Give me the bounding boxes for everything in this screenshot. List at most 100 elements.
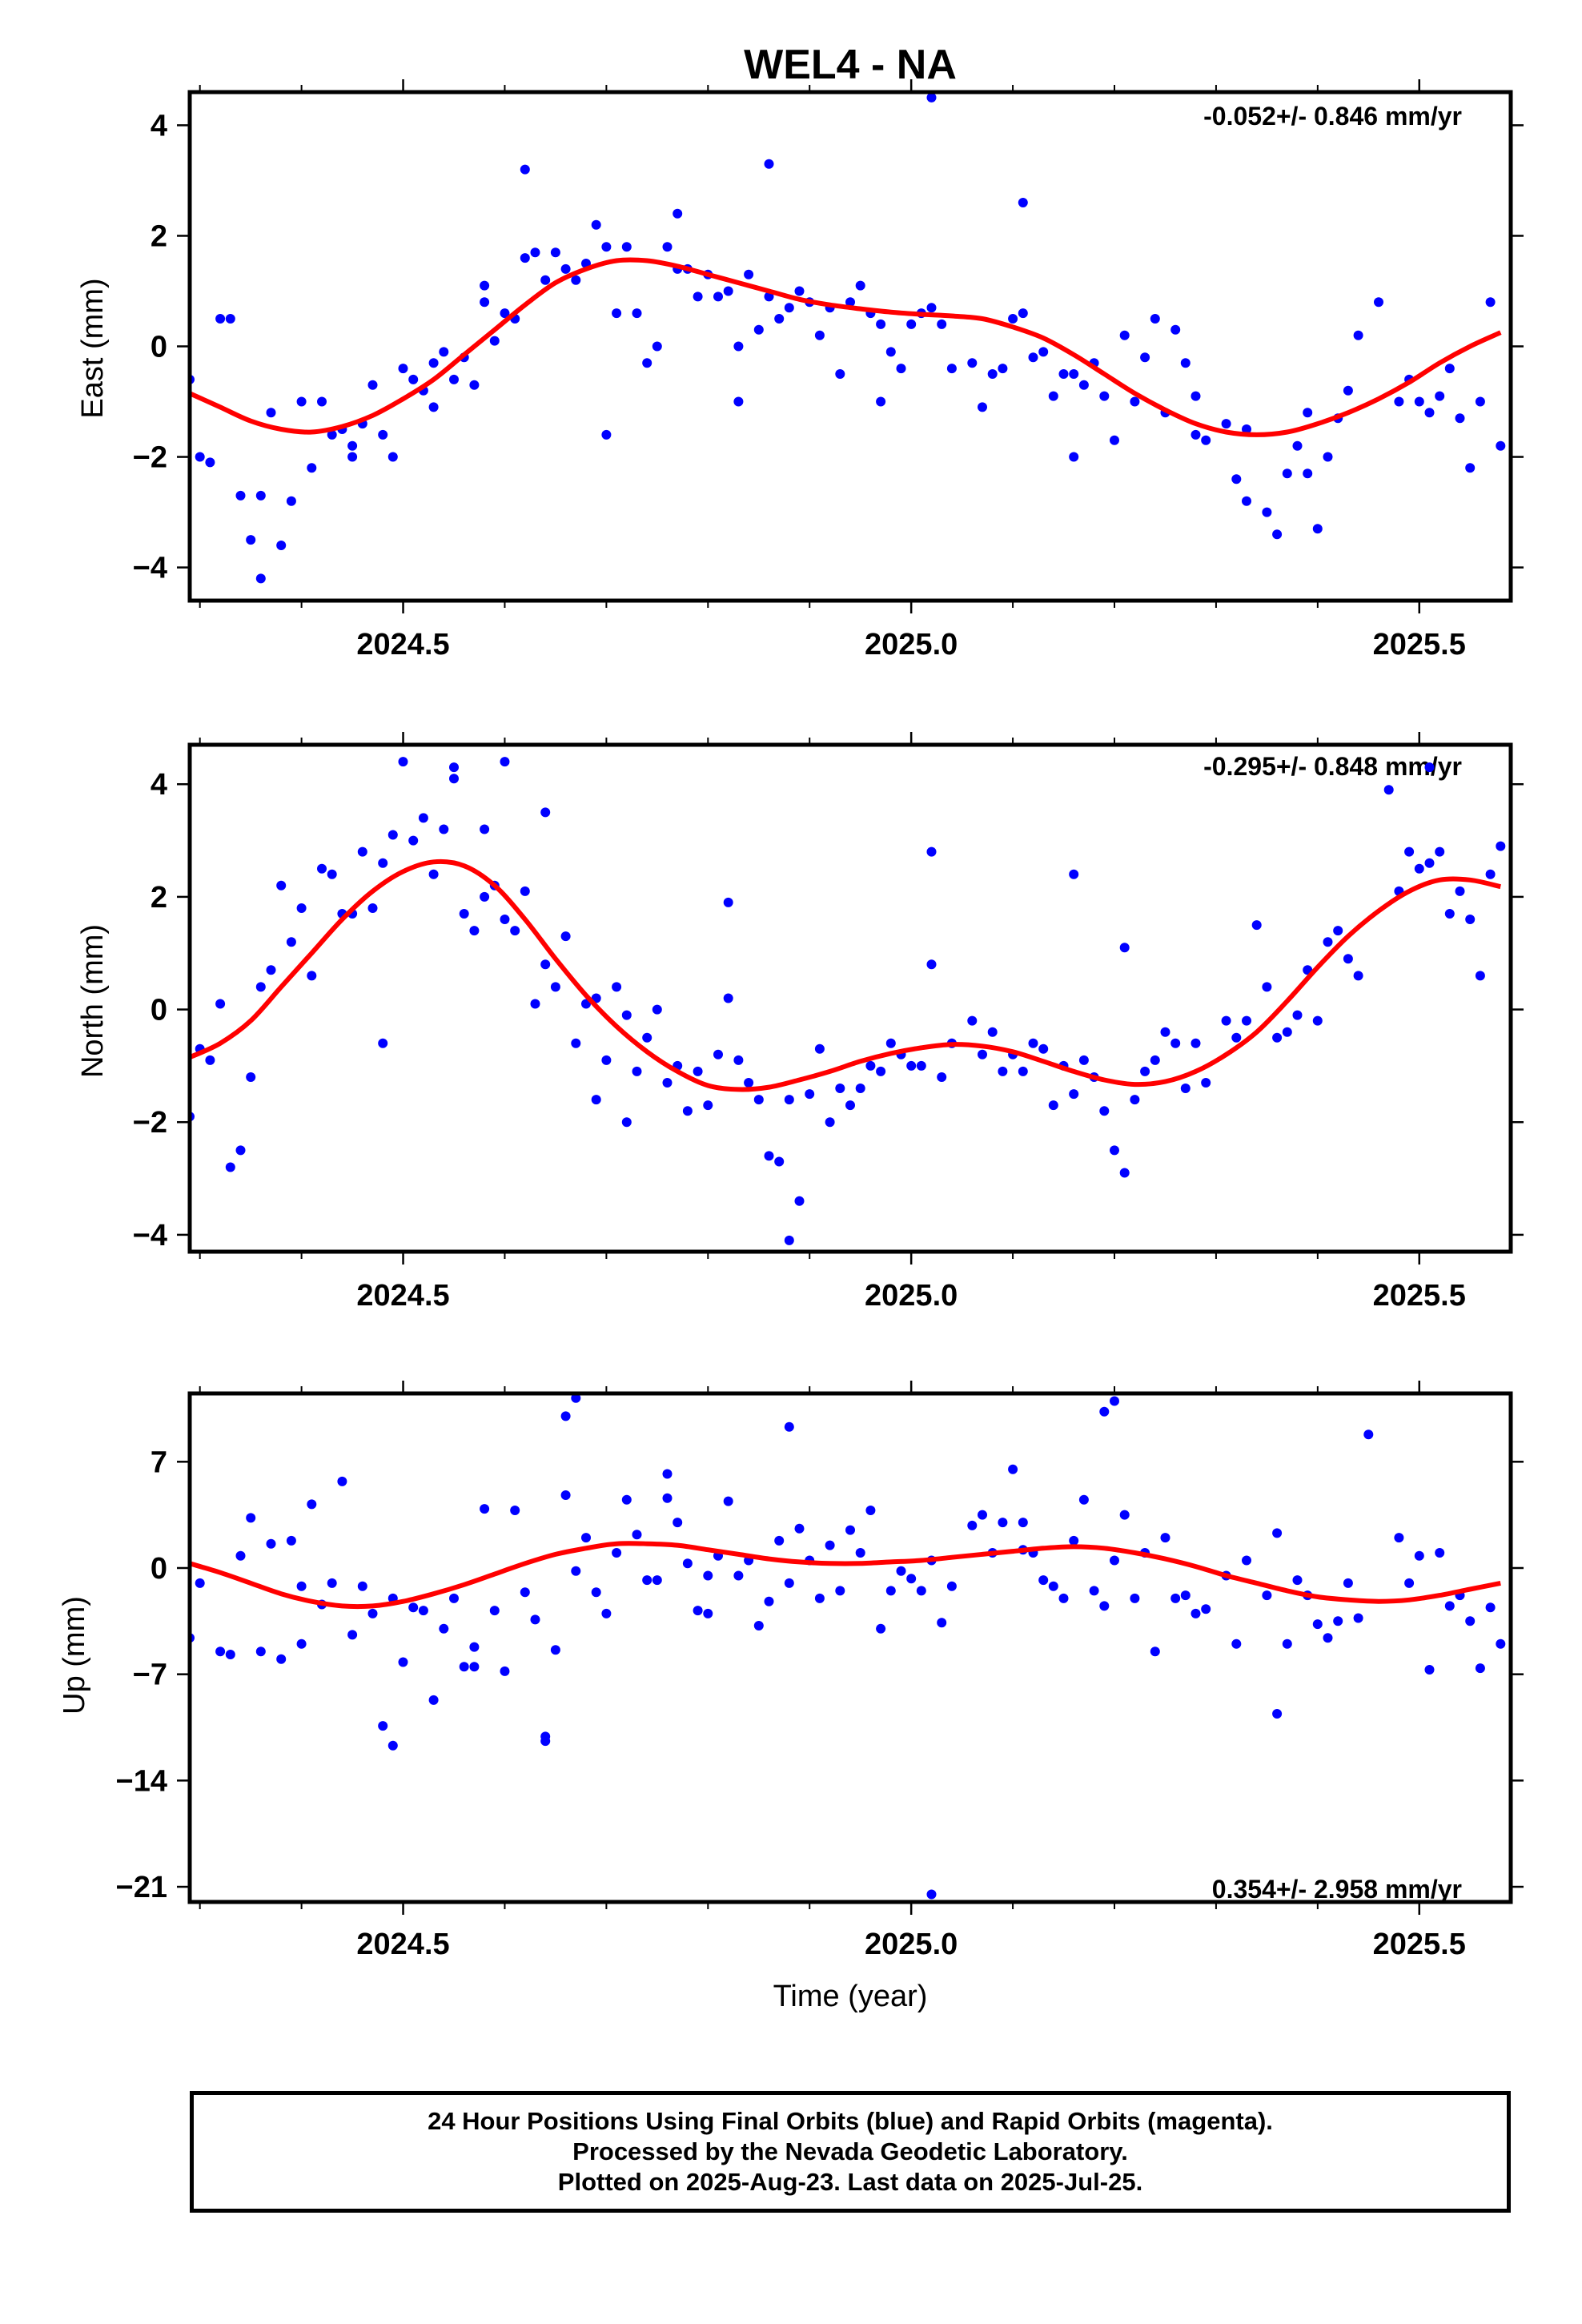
data-point: [266, 965, 276, 975]
data-point: [978, 1510, 987, 1520]
data-point: [601, 242, 612, 252]
data-point: [550, 1645, 560, 1655]
data-point: [642, 1032, 652, 1043]
data-point: [825, 1117, 835, 1128]
data-point: [967, 1520, 978, 1530]
y-tick-label: 0: [151, 994, 167, 1027]
data-point: [357, 846, 367, 857]
data-point: [1363, 1429, 1374, 1440]
data-point: [1485, 1602, 1496, 1613]
x-tick-label: 2025.0: [865, 628, 958, 661]
data-point: [926, 846, 937, 857]
data-point: [571, 275, 581, 285]
data-point: [255, 982, 266, 992]
data-point: [753, 324, 764, 335]
data-point: [733, 1055, 744, 1065]
data-point: [835, 369, 845, 379]
data-point: [673, 1518, 683, 1528]
data-point: [1465, 463, 1476, 473]
data-point: [1069, 369, 1079, 379]
data-point: [571, 1566, 581, 1576]
data-point: [926, 303, 937, 313]
data-point: [307, 971, 317, 981]
data-point: [1038, 347, 1049, 357]
data-point: [480, 1504, 490, 1514]
data-point: [1119, 1510, 1130, 1520]
data-point: [1444, 364, 1455, 374]
data-point: [926, 959, 937, 970]
data-point: [520, 1587, 530, 1598]
data-point: [1424, 762, 1435, 773]
data-point: [987, 369, 998, 379]
y-tick-label: 4: [151, 109, 167, 143]
data-point: [560, 931, 571, 942]
data-point: [1099, 391, 1110, 401]
data-point: [673, 208, 683, 219]
x-tick-label: 2024.5: [356, 1928, 449, 1961]
data-point: [1119, 943, 1130, 953]
data-point: [327, 429, 337, 440]
data-point: [469, 380, 480, 390]
data-point: [1231, 1638, 1242, 1649]
data-point: [1069, 452, 1079, 462]
data-point: [723, 993, 733, 1003]
data-point: [225, 1650, 235, 1659]
data-point: [967, 358, 978, 368]
data-point: [794, 1196, 805, 1206]
chart-title: WEL4 - NA: [744, 42, 957, 88]
y-tick-label: 0: [151, 1552, 167, 1586]
data-point: [662, 1469, 673, 1479]
data-point: [1282, 468, 1292, 479]
data-point: [652, 1004, 662, 1015]
data-point: [1323, 452, 1333, 462]
data-point: [1078, 1055, 1089, 1065]
data-point: [1221, 419, 1231, 429]
data-point: [1272, 529, 1283, 540]
y-tick-label: 0: [151, 331, 167, 364]
data-point: [642, 1575, 652, 1586]
data-point: [378, 1721, 388, 1731]
data-point: [1119, 1168, 1130, 1178]
plot-frame: [187, 1391, 1513, 1904]
data-point: [469, 1662, 480, 1672]
data-point: [1038, 1575, 1049, 1586]
data-point: [682, 1558, 693, 1569]
data-point: [225, 1162, 235, 1172]
data-point: [1191, 391, 1201, 401]
data-point: [215, 314, 226, 324]
data-point: [601, 429, 612, 440]
y-tick-label: −2: [133, 1106, 167, 1140]
data-point: [1058, 369, 1069, 379]
rate-label-north: -0.295+/- 0.848 mm/yr: [1203, 752, 1462, 781]
data-point: [733, 396, 744, 407]
data-point: [1343, 1578, 1353, 1588]
data-point: [1383, 785, 1394, 795]
data-point: [753, 1621, 764, 1630]
data-point: [1353, 1613, 1363, 1623]
data-point: [1018, 198, 1028, 207]
data-point: [540, 959, 551, 970]
data-point: [276, 541, 287, 550]
data-point: [814, 330, 825, 340]
data-point: [1018, 1518, 1028, 1528]
data-point: [1424, 858, 1435, 868]
data-point: [1272, 1032, 1283, 1043]
data-point: [195, 1578, 205, 1588]
data-point: [1069, 869, 1079, 879]
data-point: [946, 1581, 957, 1591]
data-point: [1201, 435, 1211, 445]
data-point: [266, 1538, 276, 1549]
data-point: [1262, 982, 1272, 992]
fit-curve: [190, 1541, 1501, 1610]
data-point: [1312, 524, 1323, 534]
data-point: [235, 1550, 246, 1561]
data-point: [367, 380, 378, 390]
data-point: [998, 1066, 1008, 1076]
data-point: [784, 1095, 794, 1105]
rate-label-up: 0.354+/- 2.958 mm/yr: [1212, 1875, 1462, 1904]
data-point: [612, 982, 622, 992]
data-point: [276, 1654, 287, 1664]
data-point: [1404, 1578, 1415, 1588]
data-point: [1058, 1593, 1069, 1603]
